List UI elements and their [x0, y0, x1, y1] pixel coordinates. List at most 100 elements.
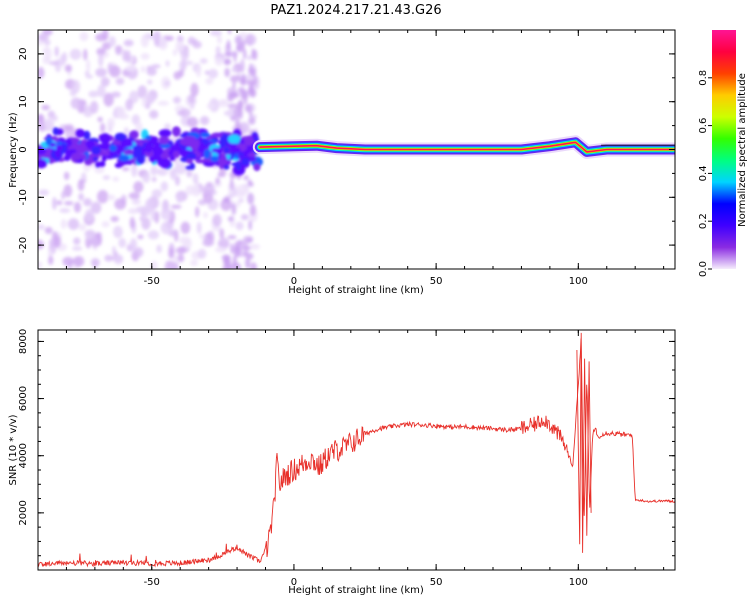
noise-blob [160, 208, 172, 221]
noise-blob [91, 236, 99, 248]
noise-blob [144, 198, 153, 213]
noise-band-blob [185, 152, 197, 159]
noise-blob [249, 110, 253, 117]
noise-blob [139, 216, 144, 221]
noise-blob [97, 116, 103, 123]
noise-blob [85, 59, 91, 73]
noise-blob [226, 39, 231, 51]
y-tick-label: 0 [18, 146, 29, 152]
noise-blob [215, 45, 221, 56]
noise-blob [73, 237, 81, 245]
noise-blob [79, 31, 89, 42]
noise-band-blob [217, 157, 229, 166]
noise-blob [246, 79, 257, 86]
noise-blob [168, 247, 175, 259]
noise-blob [246, 55, 253, 61]
noise-blob [235, 118, 240, 130]
noise-blob [60, 218, 67, 229]
noise-band-blob [95, 162, 103, 167]
noise-band-blob [99, 142, 110, 150]
noise-blob [249, 67, 257, 76]
noise-blob [172, 49, 178, 56]
noise-blob [240, 214, 249, 221]
noise-blob [219, 228, 225, 239]
noise-blob [232, 255, 237, 264]
noise-band-blob [158, 129, 172, 137]
noise-blob [84, 70, 90, 77]
noise-blob [48, 255, 54, 266]
noise-blob [90, 201, 102, 214]
noise-blob [214, 246, 227, 253]
snr-marks [38, 332, 675, 568]
noise-blob [129, 216, 135, 229]
noise-blob [227, 235, 237, 240]
noise-blob [230, 243, 234, 254]
noise-blob [147, 79, 153, 85]
noise-band-blob [209, 156, 220, 162]
noise-blob [238, 198, 244, 203]
x-tick-label: 0 [291, 276, 297, 287]
noise-band-blob [109, 144, 117, 152]
colorbar: 0.0 0.2 0.4 0.6 0.8 Normalized spectral ampl… [698, 30, 748, 277]
noise-band-blob [253, 163, 261, 172]
noise-blob [179, 60, 187, 71]
noise-blob [38, 261, 43, 269]
spectrogram-panel: -50 0 50 100 -20 -10 0 10 20 Height of straight … [8, 29, 676, 296]
noise-band-blob [133, 147, 143, 158]
colorbar-tick-label: 0.0 [698, 261, 709, 277]
noise-blob [63, 184, 73, 198]
noise-blob [164, 260, 176, 269]
noise-band-blob [223, 164, 230, 170]
noise-blob [233, 241, 240, 254]
noise-band-blob [194, 139, 200, 147]
carrier-line [252, 135, 675, 159]
noise-blob [236, 200, 241, 208]
noise-blob [67, 218, 80, 230]
noise-blob [70, 97, 82, 110]
noise-blob [235, 221, 244, 231]
noise-blob [150, 208, 156, 222]
snr-ylabel: SNR (10 * v/v) [8, 414, 19, 485]
noise-blob [90, 258, 100, 267]
noise-blob [101, 221, 110, 228]
spectrogram-marks [38, 30, 675, 269]
noise-blob [89, 100, 99, 114]
carrier-core [258, 141, 675, 153]
noise-blob [125, 65, 137, 72]
noise-blob [83, 48, 88, 61]
noise-blob [176, 35, 184, 43]
noise-blob [140, 34, 149, 48]
noise-blob [63, 171, 70, 181]
y-tick-label: 10 [18, 95, 29, 108]
noise-blob [150, 260, 158, 269]
noise-blob [170, 204, 182, 209]
y-tick-label: 8000 [18, 329, 29, 354]
noise-blob [243, 175, 249, 181]
noise-blob [172, 96, 182, 104]
noise-blob [131, 163, 138, 178]
noise-band-blob [122, 141, 134, 148]
noise-blob [204, 70, 210, 75]
noise-band-blob [101, 155, 107, 162]
noise-blob [222, 196, 231, 203]
noise-blob [123, 39, 134, 47]
noise-blob [129, 208, 136, 214]
noise-blob [243, 250, 249, 258]
noise-blob [38, 239, 45, 250]
noise-blob [121, 166, 130, 172]
noise-blob [251, 48, 255, 59]
noise-blob [42, 56, 51, 65]
noise-band-blob [203, 149, 211, 160]
noise-blob [183, 239, 192, 249]
noise-blob [205, 77, 214, 85]
noise-blob [140, 52, 150, 60]
noise-blob [190, 82, 199, 97]
noise-band-blob [159, 158, 172, 169]
noise-blob [100, 77, 110, 87]
noise-blob [223, 258, 232, 267]
noise-blob [78, 193, 84, 201]
noise-band-blob [219, 139, 227, 149]
noise-blob [196, 65, 202, 78]
noise-blob [212, 214, 222, 227]
